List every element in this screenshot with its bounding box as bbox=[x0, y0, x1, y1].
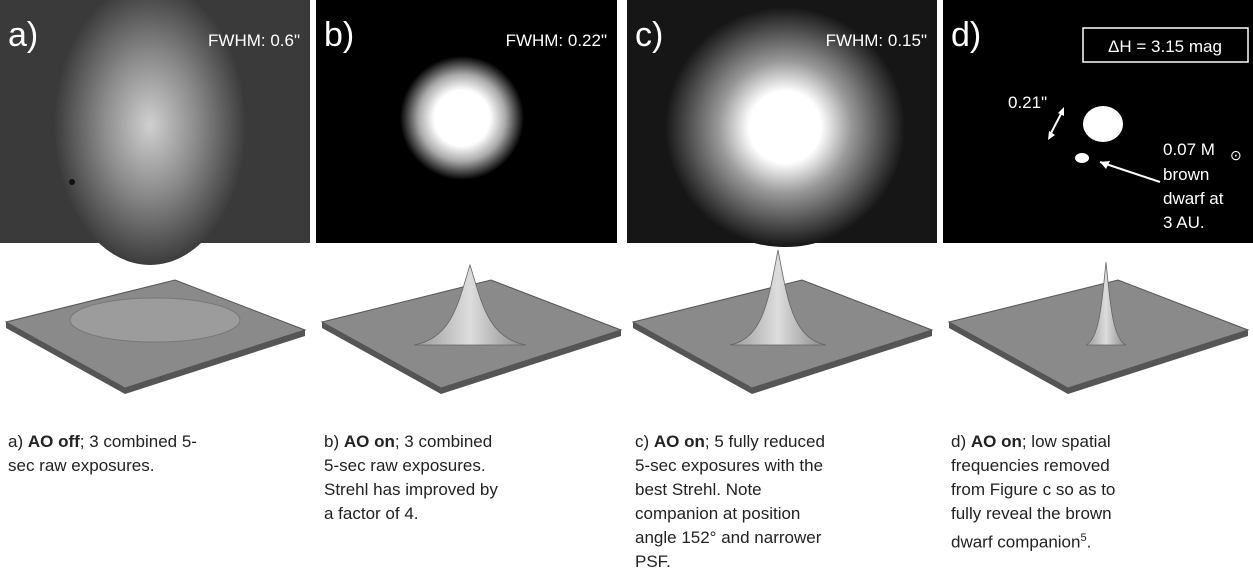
fwhm-label: FWHM: 0.22" bbox=[506, 31, 607, 50]
caption-line: d) AO on; low spatial bbox=[951, 430, 1115, 454]
caption-text: companion at position bbox=[635, 504, 800, 523]
companion-note: 3 AU. bbox=[1163, 213, 1205, 232]
caption: d) AO on; low spatial frequencies removed… bbox=[951, 430, 1115, 550]
caption-line: a) AO off; 3 combined 5- bbox=[8, 430, 197, 454]
caption-line: sec raw exposures. bbox=[8, 454, 197, 478]
caption-text: best Strehl. Note bbox=[635, 480, 762, 499]
caption-text: ; 3 combined bbox=[395, 432, 492, 451]
surface-plots bbox=[6, 250, 1248, 394]
caption-line: b) AO on; 3 combined bbox=[324, 430, 498, 454]
caption-tail: . bbox=[1087, 533, 1092, 552]
caption-line: PSF. bbox=[635, 550, 825, 574]
companion-note: dwarf at bbox=[1163, 189, 1224, 208]
caption-line: 5-sec raw exposures. bbox=[324, 454, 498, 478]
caption-text: ; 3 combined 5- bbox=[80, 432, 197, 451]
caption-text: dwarf companion bbox=[951, 533, 1080, 552]
caption-line: from Figure c so as to bbox=[951, 478, 1115, 502]
caption-line: c) AO on; 5 fully reduced bbox=[635, 430, 825, 454]
caption-lead: d) bbox=[951, 432, 966, 451]
caption-text: fully reveal the brown bbox=[951, 504, 1112, 523]
fwhm-label: FWHM: 0.15" bbox=[826, 31, 927, 50]
caption-text: angle 152° and narrower bbox=[635, 528, 821, 547]
caption-bold: AO on bbox=[971, 432, 1022, 451]
sun-symbol: ⊙ bbox=[1230, 147, 1242, 163]
caption: c) AO on; 5 fully reduced 5-sec exposures… bbox=[635, 430, 825, 574]
caption-text: frequencies removed bbox=[951, 456, 1110, 475]
caption-text: PSF. bbox=[635, 552, 671, 571]
panel-label: a) bbox=[8, 16, 38, 54]
caption-text: ; 5 fully reduced bbox=[705, 432, 825, 451]
delta-mag: ΔH = 3.15 mag bbox=[1108, 37, 1222, 56]
caption-bold: AO on bbox=[654, 432, 705, 451]
caption-line: dwarf companion5. bbox=[951, 526, 1115, 550]
caption: a) AO off; 3 combined 5- sec raw exposure… bbox=[8, 430, 197, 478]
separation: 0.21" bbox=[1008, 93, 1047, 112]
caption-line: angle 152° and narrower bbox=[635, 526, 825, 550]
caption-text: 5-sec exposures with the bbox=[635, 456, 823, 475]
panel-label: c) bbox=[635, 16, 663, 54]
caption-text: 5-sec raw exposures. bbox=[324, 456, 486, 475]
panel-label: d) bbox=[951, 16, 981, 54]
caption-lead: b) bbox=[324, 432, 339, 451]
caption-line: 5-sec exposures with the bbox=[635, 454, 825, 478]
figure-graphics: a) FWHM: 0.6" b) FWHM: 0.22" c) FWHM: 0.15" d)… bbox=[0, 0, 1253, 420]
panel-label: b) bbox=[324, 16, 354, 54]
figure: a) FWHM: 0.6" b) FWHM: 0.22" c) FWHM: 0.15" d)… bbox=[0, 0, 1253, 580]
companion-note: brown bbox=[1163, 165, 1209, 184]
caption-bold: AO on bbox=[344, 432, 395, 451]
mass: 0.07 M bbox=[1163, 140, 1215, 159]
caption-line: best Strehl. Note bbox=[635, 478, 825, 502]
caption-line: Strehl has improved by bbox=[324, 478, 498, 502]
surface-hump bbox=[70, 298, 240, 342]
caption-text: ; low spatial bbox=[1022, 432, 1111, 451]
caption-lead: a) bbox=[8, 432, 23, 451]
caption-line: fully reveal the brown bbox=[951, 502, 1115, 526]
caption-text: a factor of 4. bbox=[324, 504, 419, 523]
caption-text: sec raw exposures. bbox=[8, 456, 154, 475]
caption-line: companion at position bbox=[635, 502, 825, 526]
caption: b) AO on; 3 combined 5-sec raw exposures.… bbox=[324, 430, 498, 526]
caption-bold: AO off bbox=[28, 432, 80, 451]
caption-text: from Figure c so as to bbox=[951, 480, 1115, 499]
caption-line: frequencies removed bbox=[951, 454, 1115, 478]
caption-lead: c) bbox=[635, 432, 649, 451]
caption-line: a factor of 4. bbox=[324, 502, 498, 526]
fwhm-label: FWHM: 0.6" bbox=[208, 31, 300, 50]
caption-text: Strehl has improved by bbox=[324, 480, 498, 499]
